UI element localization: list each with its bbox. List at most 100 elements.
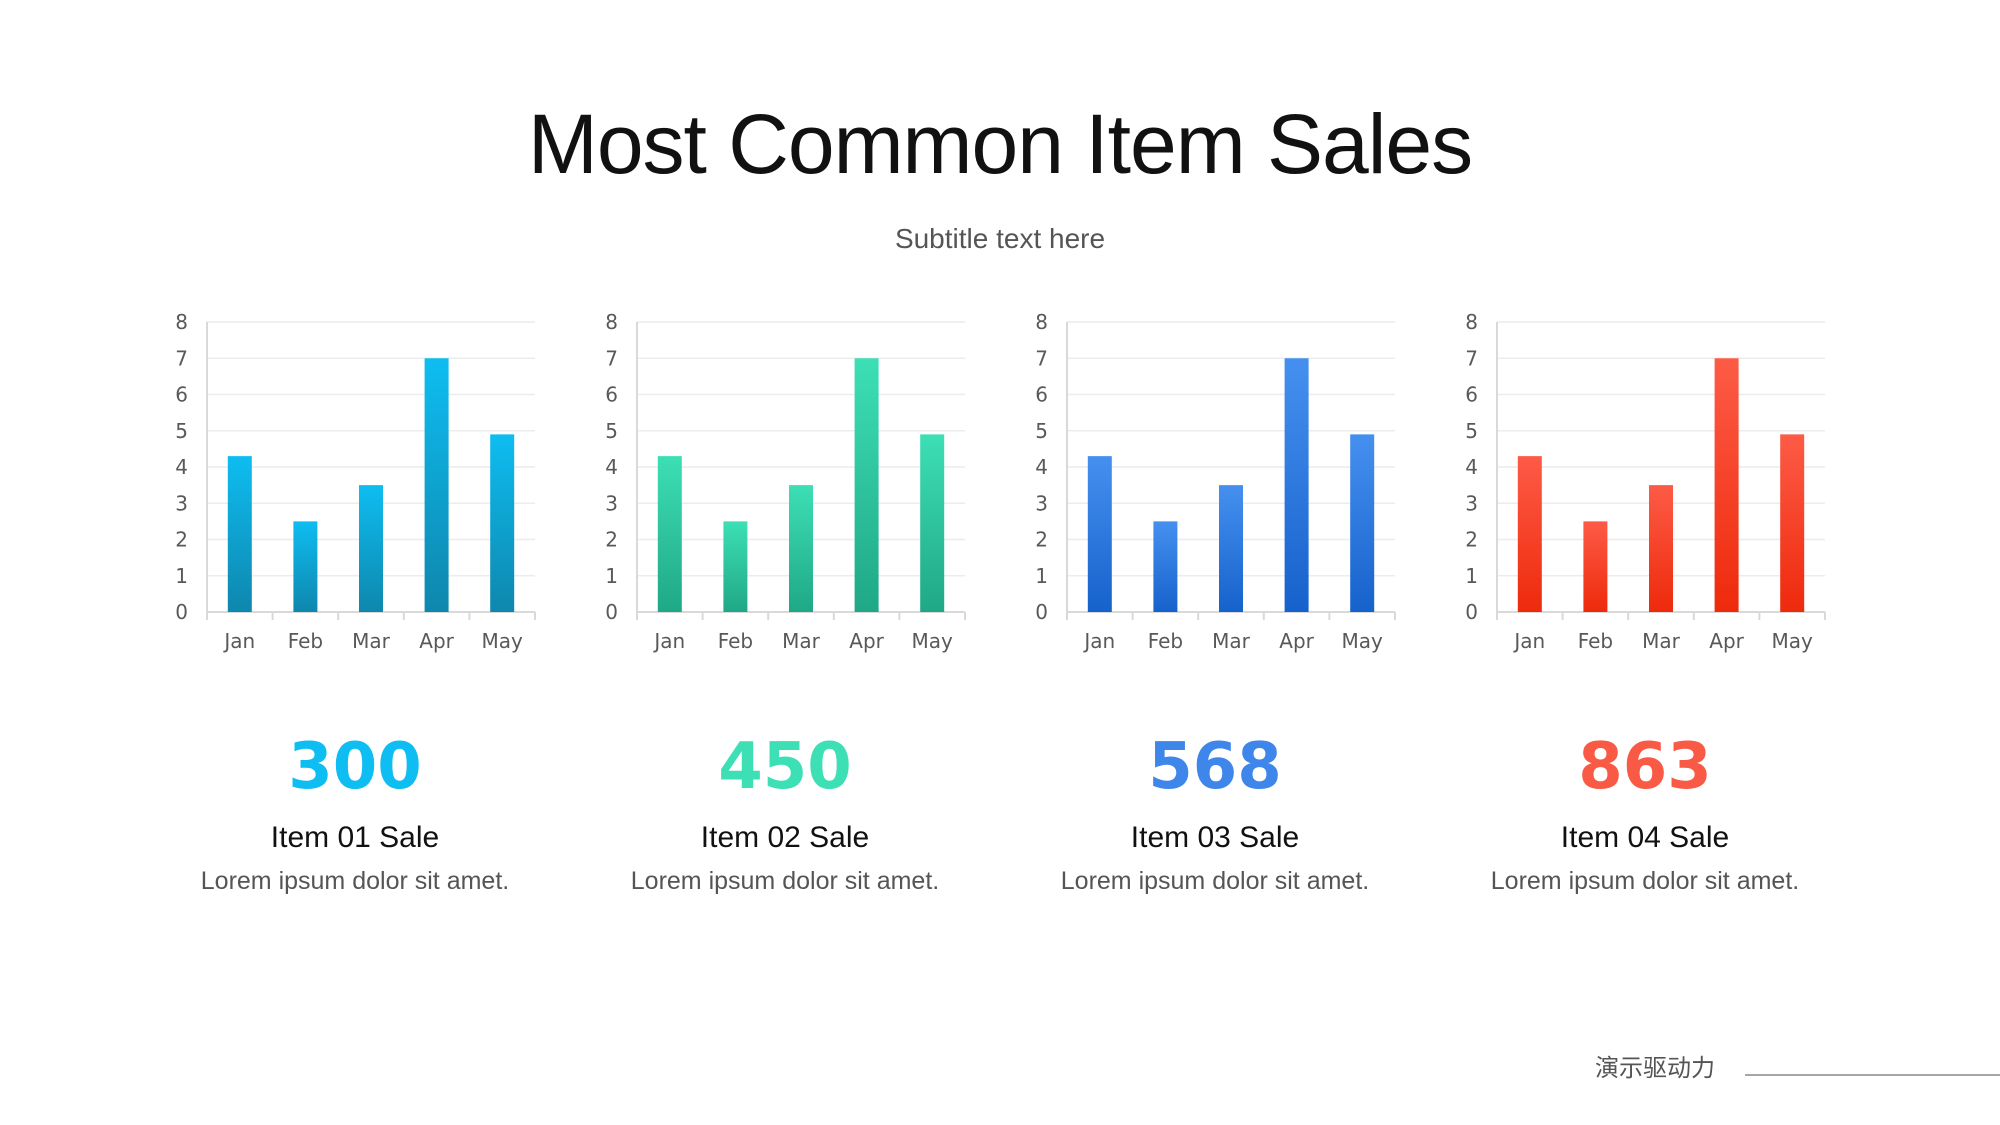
x-tick-label: Apr — [849, 629, 884, 653]
bar-feb — [723, 521, 748, 612]
y-tick-label: 5 — [175, 419, 188, 443]
x-tick-label: Mar — [782, 629, 821, 653]
x-tick-label: Mar — [352, 629, 391, 653]
x-tick-label: Jan — [1082, 629, 1115, 653]
y-tick-label: 2 — [175, 528, 188, 552]
page-subtitle: Subtitle text here — [894, 223, 1106, 254]
y-tick-label: 0 — [1035, 600, 1048, 624]
bar-chart-4: 0 1 2 3 4 5 6 7 8 Jan Feb Mar Apr May — [1465, 310, 1826, 653]
y-tick-label: 8 — [1465, 310, 1478, 334]
stat-value: 450 — [718, 730, 852, 804]
y-tick-label: 6 — [605, 383, 618, 407]
x-tick-label: Mar — [1642, 629, 1681, 653]
stat-label: Item 04 Sale — [1560, 821, 1730, 854]
bar-apr — [854, 358, 879, 612]
stat-description: Lorem ipsum dolor sit amet. — [1490, 867, 1800, 895]
y-tick-label: 2 — [1465, 528, 1478, 552]
bar-may — [1350, 434, 1375, 612]
y-tick-label: 4 — [1035, 455, 1048, 479]
x-tick-label: Apr — [1279, 629, 1314, 653]
y-tick-label: 4 — [1465, 455, 1478, 479]
x-tick-label: Apr — [1709, 629, 1744, 653]
x-tick-label: Jan — [222, 629, 255, 653]
x-tick-label: Feb — [718, 629, 753, 653]
stat-label: Item 02 Sale — [700, 821, 870, 854]
x-tick-label: May — [1342, 629, 1384, 653]
footer-divider — [1745, 1074, 2000, 1076]
x-tick-label: Mar — [1212, 629, 1251, 653]
x-tick-label: May — [1772, 629, 1814, 653]
bar-chart-2: 0 1 2 3 4 5 6 7 8 Jan Feb Mar Apr May — [605, 310, 966, 653]
stat-description: Lorem ipsum dolor sit amet. — [1060, 867, 1370, 895]
bar-jan — [657, 456, 682, 612]
y-tick-label: 0 — [1465, 600, 1478, 624]
y-tick-label: 0 — [175, 600, 188, 624]
bar-feb — [1583, 521, 1608, 612]
x-tick-label: Jan — [1512, 629, 1545, 653]
bar-jan — [1517, 456, 1542, 612]
y-tick-label: 8 — [175, 310, 188, 334]
y-tick-label: 2 — [1035, 528, 1048, 552]
bar-may — [490, 434, 515, 612]
stat-block-1: 300 Item 01 Sale Lorem ipsum dolor sit a… — [155, 735, 555, 896]
bar-mar — [359, 485, 383, 612]
x-tick-label: Apr — [419, 629, 454, 653]
y-tick-label: 8 — [1035, 310, 1048, 334]
bar-may — [1780, 434, 1805, 612]
stat-value: 568 — [1148, 730, 1282, 804]
stat-description: Lorem ipsum dolor sit amet. — [630, 867, 940, 895]
y-tick-label: 4 — [605, 455, 618, 479]
bar-apr — [1284, 358, 1309, 612]
bar-chart-1: 0 1 2 3 4 5 6 7 8 Jan Feb Mar Apr May — [175, 310, 536, 653]
bar-jan — [1087, 456, 1112, 612]
bar-mar — [1219, 485, 1243, 612]
y-tick-label: 0 — [605, 600, 618, 624]
y-tick-label: 8 — [605, 310, 618, 334]
y-tick-label: 3 — [605, 491, 618, 515]
stat-value: 300 — [288, 730, 422, 804]
bar-apr — [1714, 358, 1739, 612]
x-tick-label: May — [912, 629, 954, 653]
stat-value: 863 — [1578, 730, 1712, 804]
y-tick-label: 5 — [1035, 419, 1048, 443]
page-title: Most Common Item Sales — [527, 97, 1473, 191]
charts-row: 0 1 2 3 4 5 6 7 8 Jan Feb Mar Apr May 0 1 2 3 4 5 6 7 8 Jan Feb M… — [0, 290, 2000, 670]
y-tick-label: 6 — [175, 383, 188, 407]
stat-label: Item 01 Sale — [270, 821, 440, 854]
stat-label: Item 03 Sale — [1130, 821, 1300, 854]
y-tick-label: 7 — [1465, 346, 1478, 370]
y-tick-label: 4 — [175, 455, 188, 479]
bar-may — [920, 434, 945, 612]
bar-jan — [227, 456, 252, 612]
stat-block-4: 863 Item 04 Sale Lorem ipsum dolor sit a… — [1445, 735, 1845, 896]
stat-block-2: 450 Item 02 Sale Lorem ipsum dolor sit a… — [585, 735, 985, 896]
y-tick-label: 3 — [175, 491, 188, 515]
y-tick-label: 3 — [1465, 491, 1478, 515]
y-tick-label: 1 — [1465, 564, 1478, 588]
stat-description: Lorem ipsum dolor sit amet. — [200, 867, 510, 895]
y-tick-label: 1 — [1035, 564, 1048, 588]
bar-mar — [1649, 485, 1673, 612]
bar-feb — [1153, 521, 1178, 612]
x-tick-label: May — [482, 629, 524, 653]
y-tick-label: 2 — [605, 528, 618, 552]
y-tick-label: 7 — [605, 346, 618, 370]
y-tick-label: 5 — [605, 419, 618, 443]
bar-chart-3: 0 1 2 3 4 5 6 7 8 Jan Feb Mar Apr May — [1035, 310, 1396, 653]
footer-brand: 演示驱动力 — [1595, 1054, 1715, 1082]
x-tick-label: Feb — [1578, 629, 1613, 653]
y-tick-label: 1 — [605, 564, 618, 588]
y-tick-label: 6 — [1035, 383, 1048, 407]
bar-charts: 0 1 2 3 4 5 6 7 8 Jan Feb Mar Apr May 0 1 2 3 4 5 6 7 8 Jan Feb M… — [175, 310, 1826, 653]
y-tick-label: 6 — [1465, 383, 1478, 407]
bar-feb — [293, 521, 318, 612]
y-tick-label: 7 — [1035, 346, 1048, 370]
x-tick-label: Feb — [288, 629, 323, 653]
y-tick-label: 3 — [1035, 491, 1048, 515]
stat-block-3: 568 Item 03 Sale Lorem ipsum dolor sit a… — [1015, 735, 1415, 896]
y-tick-label: 5 — [1465, 419, 1478, 443]
bar-mar — [789, 485, 813, 612]
x-tick-label: Jan — [652, 629, 685, 653]
y-tick-label: 7 — [175, 346, 188, 370]
bar-apr — [424, 358, 449, 612]
